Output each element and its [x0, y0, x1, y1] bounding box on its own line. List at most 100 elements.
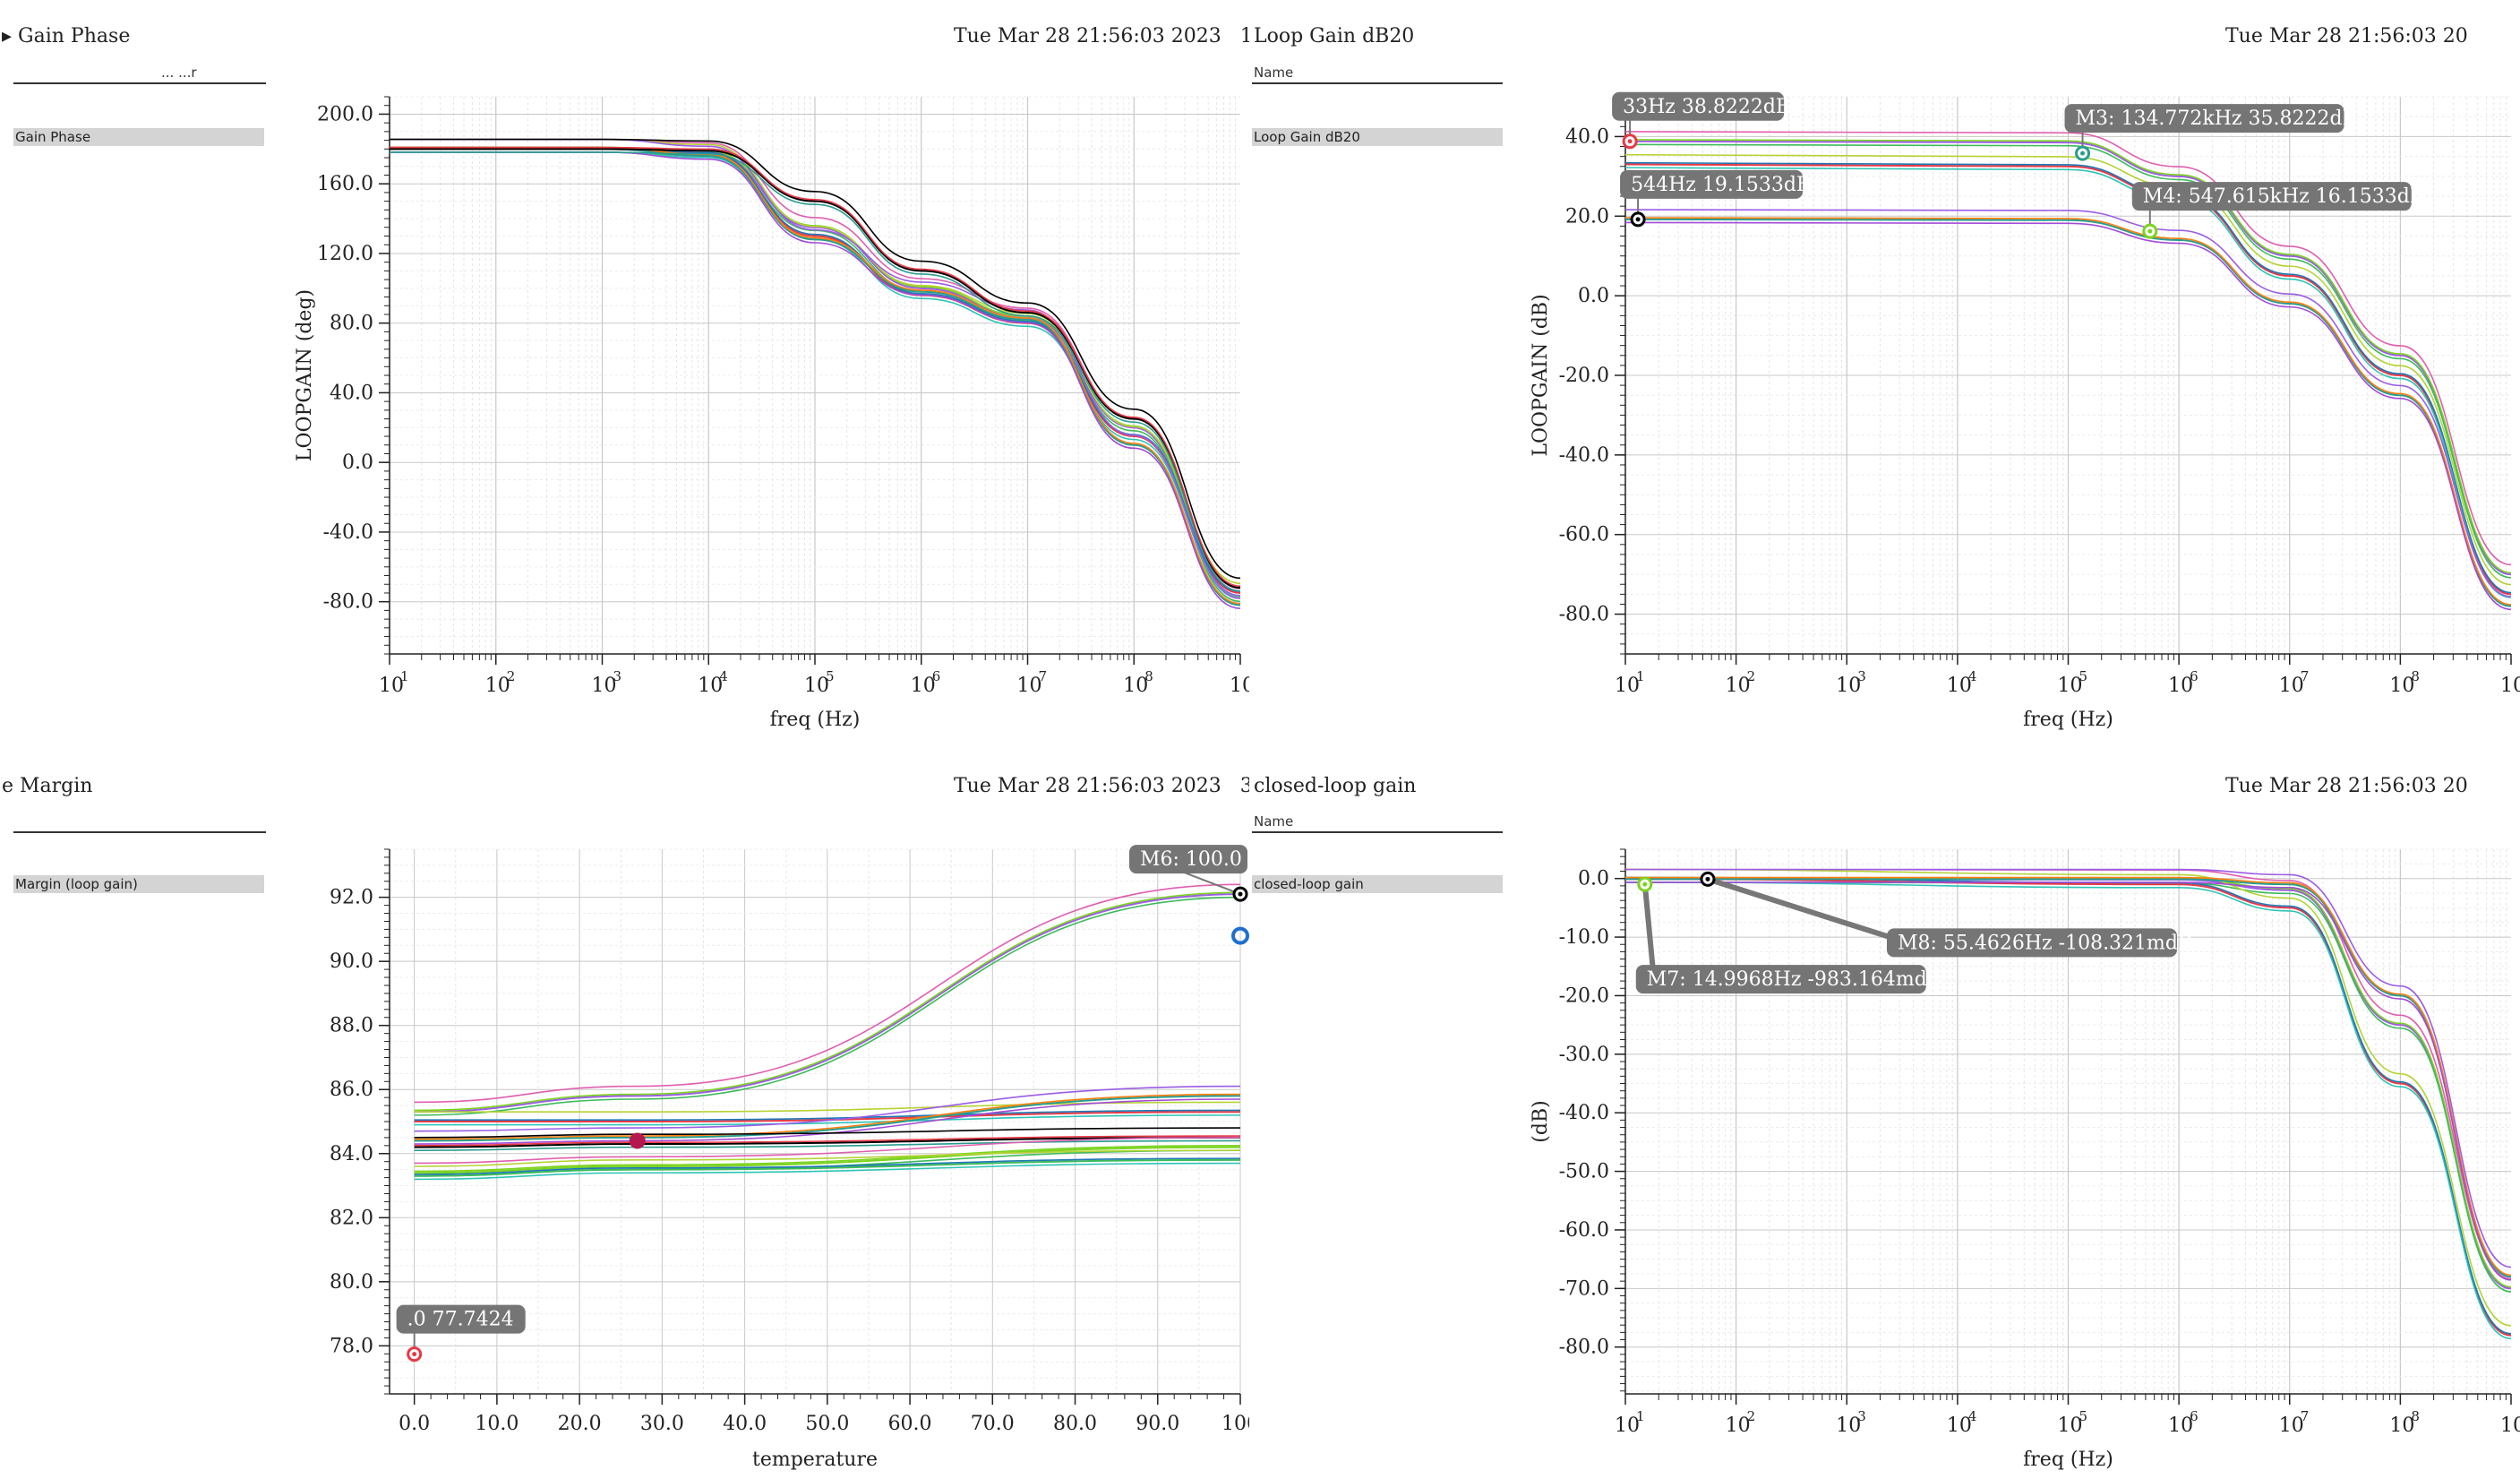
series-line	[390, 138, 1240, 580]
marker-text: .0 77.7424	[407, 1309, 514, 1331]
x-axis-label: freq (Hz)	[2023, 709, 2113, 731]
series-line	[414, 883, 1240, 1104]
series-line	[414, 1111, 1240, 1122]
series-line	[1625, 868, 2511, 1268]
x-tick-label: 90.0	[1136, 1413, 1179, 1435]
legend-header: Name	[1254, 813, 1294, 830]
y-tick-label: 84.0	[330, 1143, 373, 1165]
series-line	[414, 1095, 1240, 1142]
marker-label: .0 77.7424	[396, 1304, 526, 1363]
x-tick-label: 0.0	[399, 1413, 430, 1435]
legend-item[interactable]: Margin (loop gain)	[13, 875, 264, 893]
x-tick-label: 10	[698, 675, 723, 697]
series-line	[1625, 139, 2511, 574]
x-tick-exponent: 7	[2301, 668, 2310, 684]
series-line	[414, 1135, 1240, 1147]
panel-title: ▸ Gain Phase	[2, 25, 131, 47]
x-tick-label: 10	[1230, 675, 1249, 697]
series-line	[390, 148, 1240, 589]
series-line	[414, 1146, 1240, 1174]
series-line	[414, 1139, 1240, 1152]
y-axis-label: (dB)	[1530, 1100, 1552, 1142]
x-tick-exponent: 6	[2190, 1408, 2199, 1424]
panel-title: e Margin	[2, 775, 93, 797]
y-tick-label: 120.0	[317, 243, 373, 265]
x-tick-exponent: 5	[2079, 668, 2088, 684]
x-tick-exponent: 7	[2301, 1408, 2310, 1424]
y-tick-label: 200.0	[317, 103, 373, 125]
panel-gain-phase: ▸ Gain Phase Tue Mar 28 21:56:03 2023 1 …	[0, 0, 1249, 739]
series-group	[1625, 868, 2511, 1340]
x-tick-label: 10	[2168, 1415, 2193, 1437]
series-line	[390, 146, 1240, 588]
marker-label: M7: 14.9968Hz -983.164mdB	[1635, 876, 1941, 994]
y-tick-label: 160.0	[317, 173, 373, 195]
marker-label: 33Hz 38.8222dB	[1612, 91, 1790, 150]
x-tick-label: 10	[592, 675, 617, 697]
marker-text: M6: 100.0	[1140, 848, 1242, 871]
legend-header: Name	[1254, 64, 1294, 81]
series-line	[1625, 209, 2511, 598]
y-tick-label: -30.0	[1559, 1044, 1609, 1066]
x-tick-label: 10	[2058, 1415, 2083, 1437]
y-tick-label: -60.0	[1559, 1219, 1609, 1242]
x-tick-exponent: 1	[1636, 668, 1645, 684]
y-tick-label: -40.0	[1559, 444, 1609, 467]
x-tick-label: 10	[2058, 675, 2083, 697]
panel-date: Tue Mar 28 21:56:03 20	[2225, 775, 2468, 797]
x-tick-label: 10	[1017, 675, 1042, 697]
panel-date: Tue Mar 28 21:56:03 20	[2225, 25, 2468, 47]
legend-divider	[1252, 831, 1503, 833]
y-tick-label: 40.0	[1565, 125, 1609, 148]
series-group	[1625, 131, 2511, 611]
x-tick-label: 10	[2279, 1415, 2304, 1437]
x-tick-exponent: 2	[507, 668, 516, 684]
series-line	[414, 1093, 1240, 1140]
x-tick-exponent: 5	[826, 668, 835, 684]
x-tick-exponent: 5	[2079, 1408, 2088, 1424]
y-tick-label: 80.0	[330, 313, 373, 335]
x-tick-label: 10	[2500, 675, 2520, 697]
chart-closed-loop-gain: 0.0 -10.0 -20.0 -30.0 -40.0 -50.0 -60.0 -70.0 -8…	[1530, 848, 2520, 1471]
x-tick-exponent: 8	[2411, 1408, 2420, 1424]
series-line	[1625, 868, 2511, 1327]
series-line	[1625, 153, 2511, 586]
x-tick-label: 10	[1836, 675, 1861, 697]
x-tick-label: 10	[911, 675, 936, 697]
x-tick-label: 10	[1947, 1415, 1972, 1437]
data-point	[629, 1132, 646, 1149]
series-line	[414, 896, 1240, 1116]
series-line	[1625, 143, 2511, 579]
series-line	[414, 1162, 1240, 1181]
legend-item[interactable]: closed-loop gain	[1252, 875, 1503, 893]
x-tick-exponent: 6	[2190, 668, 2199, 684]
x-tick-label: 10	[2168, 675, 2193, 697]
series-line	[414, 1137, 1240, 1165]
x-tick-label: 100	[1221, 1413, 1249, 1435]
y-tick-label: -40.0	[323, 521, 373, 544]
series-line	[1625, 876, 2511, 1335]
marker-label: 544Hz 19.1533dB	[1620, 169, 1811, 228]
panel-loop-gain-db20: Loop Gain dB20 Tue Mar 28 21:56:03 20 Na…	[1249, 0, 2520, 739]
y-tick-label: -60.0	[1559, 524, 1609, 546]
x-tick-exponent: 1	[400, 668, 409, 684]
legend-item[interactable]: Gain Phase	[13, 128, 264, 146]
series-line	[414, 1101, 1240, 1113]
series-line	[1625, 218, 2511, 607]
series-line	[414, 1109, 1240, 1121]
legend-item[interactable]: Loop Gain dB20	[1252, 128, 1503, 146]
y-tick-label: 90.0	[330, 950, 373, 973]
x-tick-label: 10	[2500, 1415, 2520, 1437]
x-tick-label: 10	[1615, 675, 1640, 697]
panel-closed-loop-gain: closed-loop gain Tue Mar 28 21:56:03 20 …	[1249, 739, 2520, 1479]
series-line	[414, 1158, 1240, 1177]
y-tick-label: -80.0	[1559, 604, 1609, 626]
x-tick-exponent: 3	[1857, 668, 1866, 684]
y-tick-label: -50.0	[1559, 1161, 1609, 1183]
y-tick-label: 80.0	[330, 1271, 373, 1294]
x-tick-exponent: 4	[1968, 668, 1977, 684]
marker-text: M3: 134.772kHz 35.8222dB	[2076, 107, 2357, 130]
legend-header: ... ...r	[161, 64, 197, 81]
